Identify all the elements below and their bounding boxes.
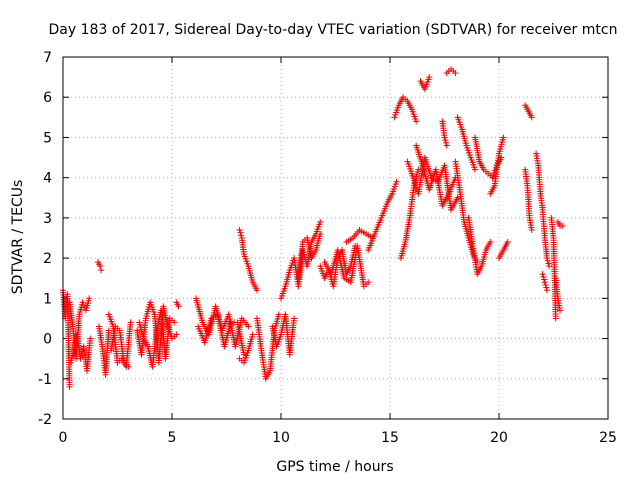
data-point	[254, 287, 261, 294]
data-point	[105, 327, 112, 334]
data-point	[245, 323, 252, 330]
data-point	[543, 255, 550, 262]
x-axis-label: GPS time / hours	[276, 459, 393, 475]
x-tick-label: 10	[272, 430, 290, 446]
data-point	[452, 70, 459, 77]
chart-title: Day 183 of 2017, Sidereal Day-to-day VTE…	[49, 22, 618, 38]
y-tick-label: -2	[38, 412, 52, 428]
data-point	[426, 74, 433, 81]
data-point	[365, 279, 372, 286]
data-point	[175, 303, 182, 310]
data-point	[539, 271, 546, 278]
y-tick-label: 7	[43, 50, 52, 66]
data-point	[528, 114, 535, 121]
data-point	[79, 299, 86, 306]
data-point	[173, 331, 180, 338]
data-point	[541, 279, 548, 286]
data-point	[275, 311, 282, 318]
data-point	[552, 315, 559, 322]
y-tick-label: 3	[43, 211, 52, 227]
y-tick-label: 1	[43, 291, 52, 307]
data-point	[487, 239, 494, 246]
data-point	[472, 166, 479, 173]
data-point	[504, 239, 511, 246]
data-point	[500, 134, 507, 141]
data-point	[545, 260, 552, 267]
data-point	[317, 218, 324, 225]
data-point	[559, 222, 566, 229]
data-point	[543, 284, 550, 291]
x-tick-label: 25	[599, 430, 617, 446]
data-point	[413, 118, 420, 125]
data-point	[546, 263, 553, 270]
y-tick-label: 6	[43, 90, 52, 106]
data-point	[97, 263, 104, 270]
data-point	[66, 383, 73, 390]
data-point	[98, 267, 105, 274]
data-points	[60, 66, 566, 390]
data-point	[415, 166, 422, 173]
data-point	[127, 319, 134, 326]
y-axis-label: SDTVAR / TECUs	[10, 180, 26, 295]
data-point	[557, 307, 564, 314]
data-point	[543, 287, 550, 294]
data-point	[542, 281, 549, 288]
data-point	[544, 257, 551, 264]
y-tick-label: 2	[43, 251, 52, 267]
x-tick-label: 20	[490, 430, 508, 446]
y-tick-label: 4	[43, 171, 52, 187]
data-point	[454, 194, 461, 201]
data-point	[240, 351, 247, 358]
data-point	[291, 315, 298, 322]
data-point	[237, 229, 244, 236]
data-point	[541, 276, 548, 283]
data-point	[80, 302, 87, 309]
data-point	[86, 295, 93, 302]
data-point	[540, 273, 547, 280]
data-point	[393, 178, 400, 185]
data-point	[441, 134, 448, 141]
x-tick-label: 0	[59, 430, 68, 446]
data-point	[442, 139, 449, 146]
plot-frame	[62, 56, 609, 420]
y-tick-label: -1	[38, 372, 52, 388]
y-tick-label: 5	[43, 130, 52, 146]
x-tick-label: 5	[168, 430, 177, 446]
data-point	[236, 226, 243, 233]
data-point	[528, 226, 535, 233]
data-point	[317, 230, 324, 237]
data-point	[87, 335, 94, 342]
data-point	[238, 232, 245, 239]
data-point	[443, 142, 450, 149]
data-point	[171, 319, 178, 326]
x-tick-label: 15	[381, 430, 399, 446]
data-point	[249, 331, 256, 338]
data-point	[442, 137, 449, 144]
data-point	[125, 363, 132, 370]
y-tick-label: 0	[43, 332, 52, 348]
